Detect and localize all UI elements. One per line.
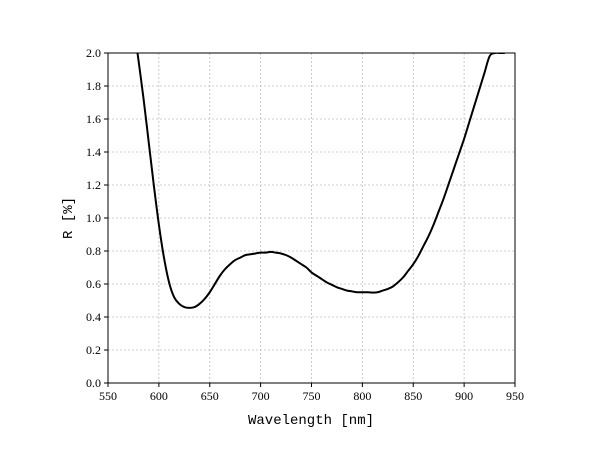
y-tick-label: 0.4	[86, 310, 101, 324]
x-tick-label: 900	[455, 389, 473, 403]
y-tick-label: 0.8	[86, 244, 101, 258]
x-tick-label: 850	[404, 389, 422, 403]
series-line-0	[136, 53, 505, 309]
y-tick-label: 1.4	[86, 145, 101, 159]
y-tick-label: 1.0	[86, 211, 101, 225]
series-layer	[136, 53, 505, 309]
x-tick-label: 950	[506, 389, 524, 403]
y-tick-label: 0.6	[86, 277, 101, 291]
x-tick-label: 750	[303, 389, 321, 403]
x-tick-label: 700	[252, 389, 270, 403]
y-tick-label: 0.2	[86, 343, 101, 357]
grid	[108, 53, 515, 383]
ticks: 550 600 650 700 750 800 850 900 950 0.0 0.2 0.4 0.6 0…	[86, 46, 524, 403]
x-axis-title: Wavelength [nm]	[248, 413, 374, 429]
y-tick-label: 2.0	[86, 46, 101, 60]
y-tick-label: 1.6	[86, 112, 101, 126]
x-tick-label: 800	[353, 389, 371, 403]
y-tick-label: 1.2	[86, 178, 101, 192]
x-tick-label: 650	[201, 389, 219, 403]
x-tick-label: 550	[99, 389, 117, 403]
y-axis-title: R [%]	[61, 197, 77, 239]
y-tick-label: 0.0	[86, 376, 101, 390]
x-tick-label: 600	[150, 389, 168, 403]
y-tick-label: 1.8	[86, 79, 101, 93]
